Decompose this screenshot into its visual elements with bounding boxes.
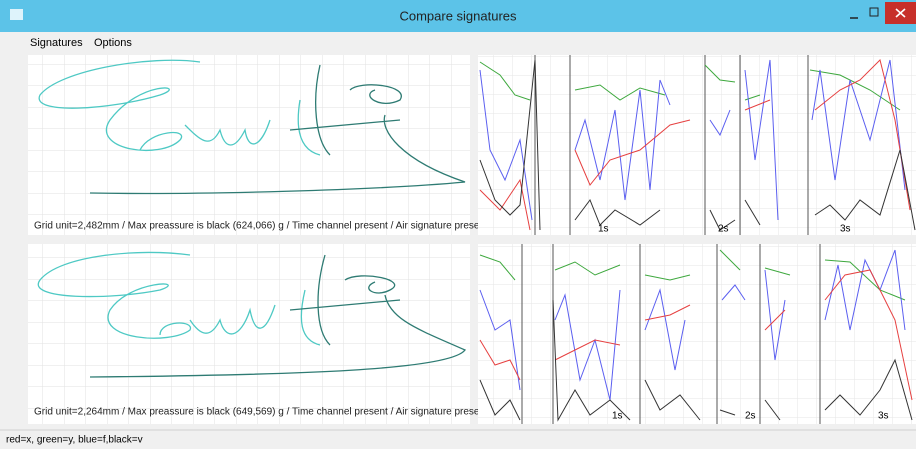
caption: Grid unit=2,482mm / Max preassure is bla… <box>34 221 488 232</box>
time-label: 2s <box>718 224 729 235</box>
status-text: red=x, green=y, blue=f,black=v <box>6 435 143 446</box>
time-label: 1s <box>612 411 623 422</box>
v-channel <box>479 299 913 422</box>
grid <box>478 244 916 424</box>
v-channel <box>479 59 916 231</box>
window-title: Compare signatures <box>399 8 517 23</box>
time-label: 1s <box>598 224 609 235</box>
stroke-separator <box>521 244 821 424</box>
x-channel <box>479 59 911 231</box>
time-label: 2s <box>745 411 756 422</box>
x-channel <box>479 269 913 401</box>
grid <box>28 244 470 424</box>
grid <box>478 55 916 235</box>
menu-item[interactable]: Signatures <box>30 37 83 49</box>
y-channel <box>479 249 906 301</box>
time-label: 3s <box>840 224 851 235</box>
grid <box>28 55 470 235</box>
maximize-button[interactable] <box>869 7 879 17</box>
signature-stroke <box>89 64 466 195</box>
time-label: 3s <box>878 411 889 422</box>
close-icon <box>895 8 906 18</box>
stroke-separator <box>534 55 809 235</box>
signature-stroke <box>38 59 321 156</box>
title-bar <box>0 0 916 32</box>
f-channel <box>479 249 906 401</box>
f-channel <box>479 59 906 221</box>
caption: Grid unit=2,264mm / Max preassure is bla… <box>34 407 488 418</box>
y-channel <box>479 61 901 111</box>
signature-stroke <box>37 251 321 346</box>
signature-stroke <box>89 254 467 378</box>
menu-item[interactable]: Options <box>94 37 132 49</box>
app-icon <box>10 9 23 20</box>
